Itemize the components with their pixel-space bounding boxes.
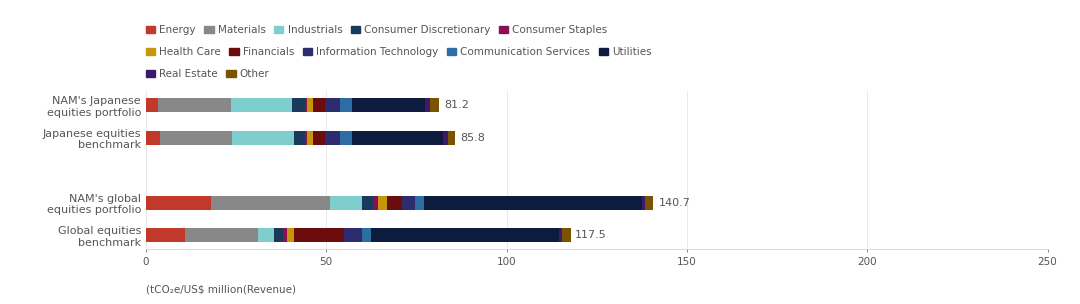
Bar <box>292 98 305 112</box>
Bar <box>563 228 571 242</box>
Bar <box>372 228 558 242</box>
Bar <box>329 196 362 209</box>
Bar <box>345 228 362 242</box>
Bar <box>352 98 424 112</box>
Bar <box>352 131 443 145</box>
Bar <box>362 228 372 242</box>
Bar <box>325 131 340 145</box>
Bar <box>313 98 325 112</box>
Bar <box>305 98 308 112</box>
Bar <box>325 98 340 112</box>
Bar <box>274 228 283 242</box>
Bar <box>308 131 313 145</box>
Bar <box>305 131 308 145</box>
Text: 117.5: 117.5 <box>575 230 607 240</box>
Bar <box>211 196 329 209</box>
Bar <box>146 196 211 209</box>
Bar <box>159 98 230 112</box>
Bar <box>146 131 160 145</box>
Bar <box>415 196 423 209</box>
Bar <box>340 131 352 145</box>
Bar <box>313 131 325 145</box>
Bar <box>388 196 402 209</box>
Bar <box>443 131 448 145</box>
Bar <box>402 196 415 209</box>
Bar <box>283 228 287 242</box>
Legend: Real Estate, Other: Real Estate, Other <box>146 69 270 79</box>
Bar <box>424 98 430 112</box>
Bar <box>558 228 563 242</box>
Bar <box>642 196 646 209</box>
Text: 81.2: 81.2 <box>444 100 469 110</box>
Bar <box>186 228 258 242</box>
Bar <box>378 196 388 209</box>
Text: 140.7: 140.7 <box>659 198 690 208</box>
Bar <box>423 196 642 209</box>
Bar <box>232 131 294 145</box>
Text: (tCO₂e/US$ million(Revenue): (tCO₂e/US$ million(Revenue) <box>146 284 296 294</box>
Bar <box>340 98 352 112</box>
Bar <box>294 131 305 145</box>
Bar <box>287 228 294 242</box>
Bar <box>646 196 653 209</box>
Text: 85.8: 85.8 <box>461 133 486 143</box>
Bar <box>258 228 274 242</box>
Bar <box>373 196 378 209</box>
Bar <box>448 131 456 145</box>
Bar <box>294 228 345 242</box>
Bar <box>146 228 186 242</box>
Bar <box>430 98 438 112</box>
Bar <box>362 196 373 209</box>
Bar <box>146 98 159 112</box>
Bar <box>308 98 313 112</box>
Bar <box>230 98 292 112</box>
Bar <box>160 131 232 145</box>
